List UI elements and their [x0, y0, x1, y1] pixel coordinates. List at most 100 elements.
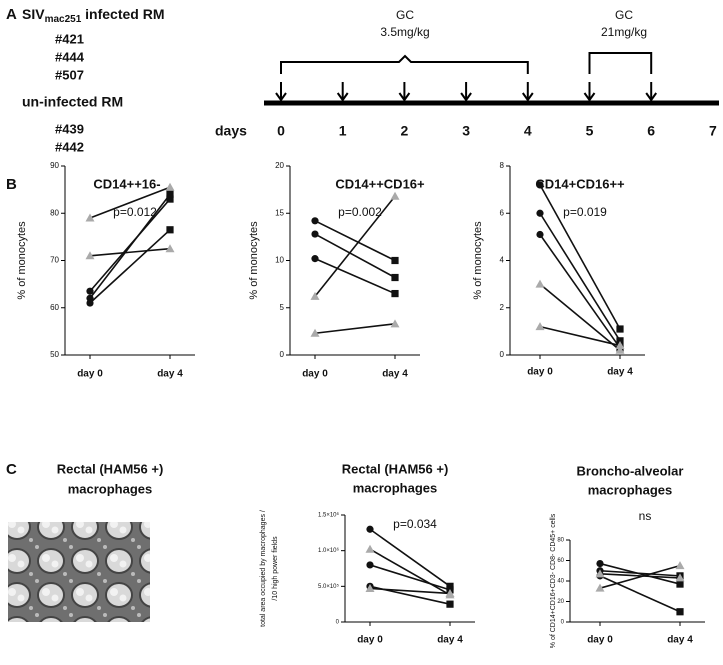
y-tick-label: 60 — [557, 558, 564, 564]
y-axis-label: % of monocytes — [248, 221, 260, 300]
histology-image — [8, 522, 150, 622]
y-axis-label: % of monocytes — [472, 221, 484, 300]
y-tick-label: 50 — [50, 350, 59, 359]
dose-arrow-head — [275, 92, 287, 102]
day-number: 4 — [524, 123, 532, 139]
y-tick-label: 1.5×10⁶ — [318, 512, 340, 519]
series-line — [314, 233, 396, 279]
y-axis-label: total area occupied by macrophages / — [260, 510, 267, 627]
title-sub: mac251 — [45, 14, 82, 25]
data-point — [366, 525, 374, 533]
chart-title: Rectal (HAM56 +) — [342, 461, 449, 476]
data-point — [85, 213, 95, 222]
data-point — [675, 561, 685, 570]
day-number: 5 — [586, 123, 594, 139]
data-point — [595, 569, 605, 578]
data-point — [616, 325, 624, 333]
series-line — [369, 548, 451, 596]
x-tick-label: day 4 — [667, 635, 693, 646]
y-tick-label: 40 — [557, 579, 564, 585]
y-tick-label: 20 — [275, 161, 284, 170]
y-axis-label: % of monocytes — [16, 221, 28, 300]
y-tick-label: 8 — [500, 161, 505, 170]
y-tick-label: 5 — [280, 303, 285, 312]
data-point — [365, 544, 375, 553]
bracket — [280, 54, 529, 74]
data-point — [536, 230, 544, 239]
x-tick-label: day 4 — [157, 369, 183, 380]
data-point — [536, 209, 544, 217]
annotation: ns — [639, 509, 652, 523]
days-label: days — [215, 123, 247, 139]
panel-letter: C — [6, 461, 17, 478]
x-tick-label: day 4 — [382, 369, 408, 380]
data-point — [366, 561, 374, 569]
title-main: SIV — [22, 6, 45, 22]
data-point — [165, 244, 175, 253]
data-point — [166, 190, 174, 198]
x-tick-label: day 0 — [357, 635, 383, 646]
data-point — [390, 191, 400, 200]
day-number: 3 — [462, 123, 470, 139]
dose-arrow-head — [398, 92, 411, 102]
y-tick-label: 20 — [557, 599, 564, 605]
image-title: macrophages — [68, 481, 153, 496]
data-point — [310, 328, 320, 337]
series-line — [89, 193, 171, 299]
series-line — [539, 283, 621, 351]
data-point — [166, 226, 174, 234]
series-line — [599, 573, 681, 579]
dose-arrow-head — [460, 92, 472, 102]
data-point — [86, 287, 94, 295]
data-point — [390, 319, 400, 328]
title-rest: infected RM — [81, 6, 164, 22]
x-tick-label: day 0 — [527, 367, 553, 378]
dose-arrow-head — [583, 92, 596, 102]
day-number: 0 — [277, 123, 285, 139]
data-point — [676, 580, 684, 588]
series-line — [599, 575, 681, 613]
annotation: p=0.019 — [563, 205, 607, 219]
series-line — [369, 587, 451, 595]
x-tick-label: day 4 — [437, 635, 463, 646]
data-point — [311, 255, 319, 263]
dose-arrow-head — [645, 92, 658, 102]
y-tick-label: 0 — [280, 350, 285, 359]
day-number: 2 — [401, 123, 409, 139]
dose-arrow-head — [521, 92, 534, 102]
animal-id: #444 — [55, 49, 85, 64]
dose-amount: 3.5mg/kg — [380, 25, 429, 39]
infected-title: SIVmac251 infected RM — [22, 6, 165, 25]
y-tick-label: 60 — [50, 303, 59, 312]
y-tick-label: 2 — [500, 303, 505, 312]
chart-title: CD14+CD16++ — [535, 176, 625, 191]
data-point — [535, 279, 545, 288]
data-point — [365, 583, 375, 592]
data-point — [311, 217, 319, 225]
data-point — [446, 600, 454, 608]
x-tick-label: day 0 — [587, 635, 613, 646]
data-point — [86, 299, 94, 307]
series-line — [314, 257, 396, 295]
data-point — [676, 608, 684, 616]
series-line — [314, 323, 396, 335]
chart-title: macrophages — [353, 480, 438, 495]
dose-amount: 21mg/kg — [601, 25, 647, 39]
annotation: p=0.034 — [393, 517, 437, 531]
image-title: Rectal (HAM56 +) — [57, 461, 164, 476]
y-tick-label: 1.0×10⁶ — [318, 547, 340, 554]
annotation: p=0.012 — [113, 205, 157, 219]
animal-id: #507 — [55, 67, 84, 82]
y-axis-label: % of CD14+CD16+CD3- CD8- CD45+ cells — [550, 513, 557, 648]
series-line — [89, 247, 171, 257]
data-point — [536, 181, 544, 189]
series-line — [314, 220, 396, 262]
day-number: 6 — [647, 123, 655, 139]
series-line — [539, 325, 621, 347]
y-tick-label: 4 — [500, 256, 505, 265]
panel-letter: B — [6, 176, 17, 193]
animal-id: #442 — [55, 139, 84, 154]
dose-arrow-head — [336, 92, 349, 102]
chart-title: CD14++CD16+ — [335, 176, 425, 191]
